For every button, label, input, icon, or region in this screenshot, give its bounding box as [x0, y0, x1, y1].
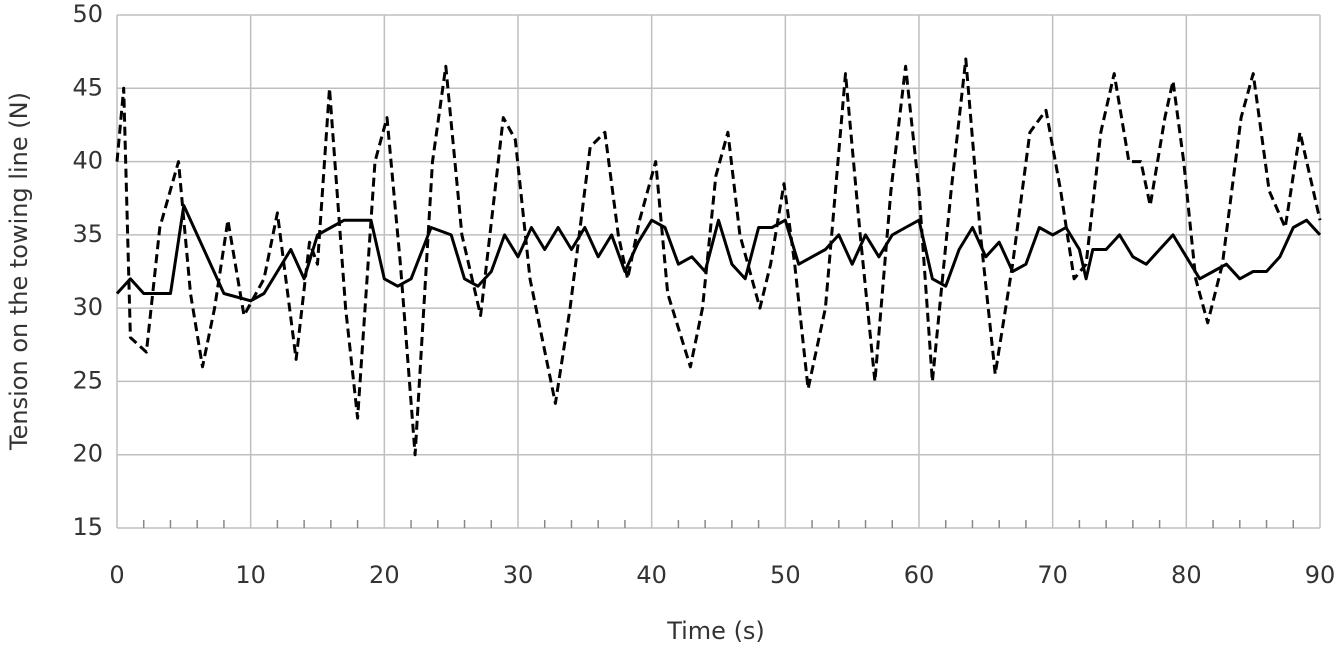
- y-tick-label: 15: [72, 513, 103, 541]
- x-tick-label: 90: [1305, 561, 1336, 589]
- x-tick-label: 70: [1037, 561, 1068, 589]
- data-line: [115, 204, 1322, 303]
- y-tick-label: 50: [72, 0, 103, 28]
- y-tick-label: 25: [72, 366, 103, 394]
- y-tick-label: 45: [72, 73, 103, 101]
- x-tick-label: 80: [1171, 561, 1202, 589]
- data-line: [115, 57, 1322, 457]
- y-axis-label: Tension on the towing line (N): [5, 92, 33, 451]
- y-tick-label: 30: [72, 293, 103, 321]
- x-tick-label: 0: [109, 561, 124, 589]
- x-tick-label: 40: [636, 561, 667, 589]
- y-tick-label: 35: [72, 220, 103, 248]
- x-tick-label: 60: [904, 561, 935, 589]
- x-tick-label: 20: [369, 561, 400, 589]
- x-tick-label: 50: [770, 561, 801, 589]
- x-tick-label: 30: [503, 561, 534, 589]
- y-tick-label: 40: [72, 147, 103, 175]
- x-tick-label: 10: [235, 561, 266, 589]
- y-tick-label: 20: [72, 440, 103, 468]
- x-axis-label: Time (s): [666, 617, 765, 645]
